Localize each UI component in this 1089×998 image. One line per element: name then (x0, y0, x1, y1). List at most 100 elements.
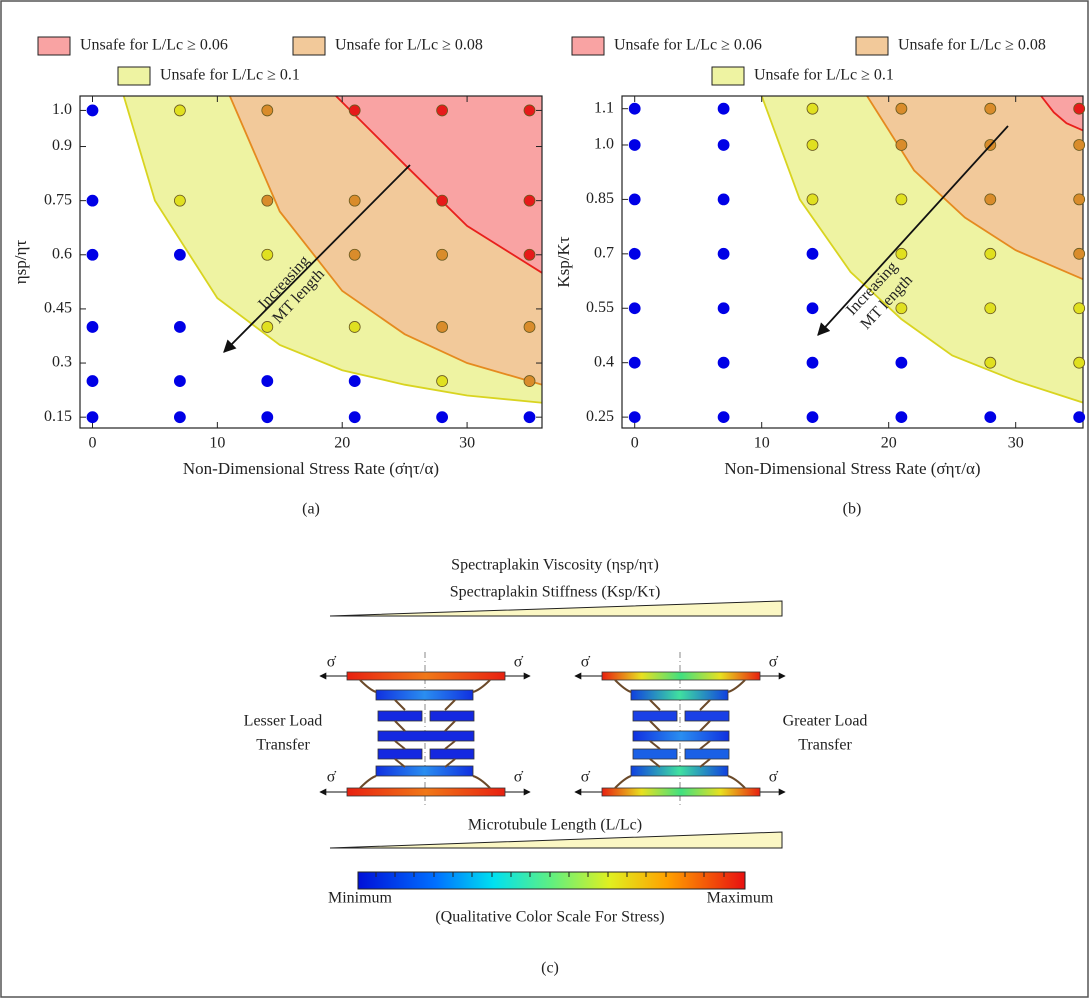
data-point (437, 376, 448, 387)
y-tick-label: 0.55 (586, 299, 614, 316)
data-point (349, 105, 360, 116)
microtubule (633, 711, 677, 721)
data-point (437, 105, 448, 116)
wedge-title: Spectraplakin Stiffness (Ksp/Kτ) (450, 584, 661, 601)
data-point (1074, 248, 1085, 259)
data-point (807, 139, 818, 150)
data-point (174, 321, 185, 332)
legend-label: Unsafe for L/Lc ≥ 0.1 (160, 67, 300, 84)
x-tick-label: 30 (459, 435, 475, 452)
stress-symbol: σ̇ (327, 654, 337, 671)
microtubule (633, 749, 677, 759)
data-point (174, 376, 185, 387)
data-point (896, 357, 907, 368)
data-point (87, 249, 98, 260)
figure: Spectraplakin Viscosity (ηsp/ητ) Spectra… (0, 0, 1089, 998)
stress-symbol: σ̇ (514, 769, 524, 786)
x-tick-label: 10 (754, 435, 770, 452)
y-axis-label: ηsp/ητ (11, 240, 30, 285)
x-tick-label: 20 (334, 435, 350, 452)
y-tick-label: 1.0 (594, 136, 614, 153)
y-tick-label: 0.45 (44, 300, 72, 317)
data-point (437, 249, 448, 260)
wedge-title: Spectraplakin Viscosity (ηsp/ητ) (451, 557, 659, 574)
data-point (896, 412, 907, 423)
y-tick-label: 0.7 (594, 245, 614, 262)
data-point (524, 249, 535, 260)
data-point (807, 194, 818, 205)
data-point (87, 376, 98, 387)
data-point (524, 321, 535, 332)
legend-swatch (118, 67, 150, 85)
data-point (174, 412, 185, 423)
data-point (1074, 303, 1085, 314)
microtubule (347, 788, 505, 796)
data-point (349, 412, 360, 423)
scale-caption: (Qualitative Color Scale For Stress) (435, 909, 664, 926)
data-point (985, 357, 996, 368)
microtubule (631, 690, 728, 700)
legend-swatch (572, 37, 604, 55)
y-axis-label: Ksp/Kτ (554, 236, 573, 287)
microtubule (633, 731, 729, 741)
legend-label: Unsafe for L/Lc ≥ 0.1 (754, 67, 894, 84)
side-text: Transfer (798, 737, 852, 754)
panel-label: (a) (302, 501, 320, 518)
data-point (174, 249, 185, 260)
data-point (524, 105, 535, 116)
data-point (437, 412, 448, 423)
data-point (349, 376, 360, 387)
legend-swatch (856, 37, 888, 55)
x-tick-label: 0 (631, 435, 639, 452)
side-text: Greater Load (783, 713, 868, 730)
data-point (174, 105, 185, 116)
data-point (629, 139, 640, 150)
data-point (629, 357, 640, 368)
microtubule (631, 766, 728, 776)
data-point (629, 194, 640, 205)
data-point (262, 105, 273, 116)
wedge-title: Microtubule Length (L/Lc) (468, 817, 642, 834)
panel-label: (b) (843, 501, 862, 518)
panel-label: (c) (541, 960, 559, 977)
data-point (896, 248, 907, 259)
x-tick-label: 20 (881, 435, 897, 452)
legend-label: Unsafe for L/Lc ≥ 0.08 (335, 37, 483, 54)
data-point (629, 103, 640, 114)
data-point (629, 303, 640, 314)
stress-symbol: σ̇ (769, 654, 779, 671)
data-point (985, 412, 996, 423)
microtubule (376, 690, 473, 700)
side-text: Transfer (256, 737, 310, 754)
data-point (87, 195, 98, 206)
microtubule (378, 731, 474, 741)
data-point (807, 103, 818, 114)
microtubule (685, 749, 729, 759)
data-point (629, 248, 640, 259)
microtubule (685, 711, 729, 721)
x-axis-label: Non-Dimensional Stress Rate (σ̇ητ/α) (183, 459, 439, 478)
y-tick-label: 0.3 (52, 354, 72, 371)
data-point (437, 321, 448, 332)
stress-symbol: σ̇ (514, 654, 524, 671)
data-point (87, 412, 98, 423)
data-point (896, 103, 907, 114)
microtubule (376, 766, 473, 776)
data-point (174, 195, 185, 206)
data-point (718, 248, 729, 259)
data-point (349, 195, 360, 206)
data-point (262, 195, 273, 206)
data-point (262, 321, 273, 332)
stress-symbol: σ̇ (769, 769, 779, 786)
data-point (1074, 412, 1085, 423)
x-tick-label: 10 (209, 435, 225, 452)
data-point (524, 195, 535, 206)
microtubule (602, 788, 760, 796)
legend-swatch (712, 67, 744, 85)
data-point (629, 412, 640, 423)
y-tick-label: 0.15 (44, 408, 72, 425)
data-point (985, 103, 996, 114)
y-tick-label: 0.75 (44, 191, 72, 208)
data-point (896, 303, 907, 314)
x-tick-label: 0 (88, 435, 96, 452)
